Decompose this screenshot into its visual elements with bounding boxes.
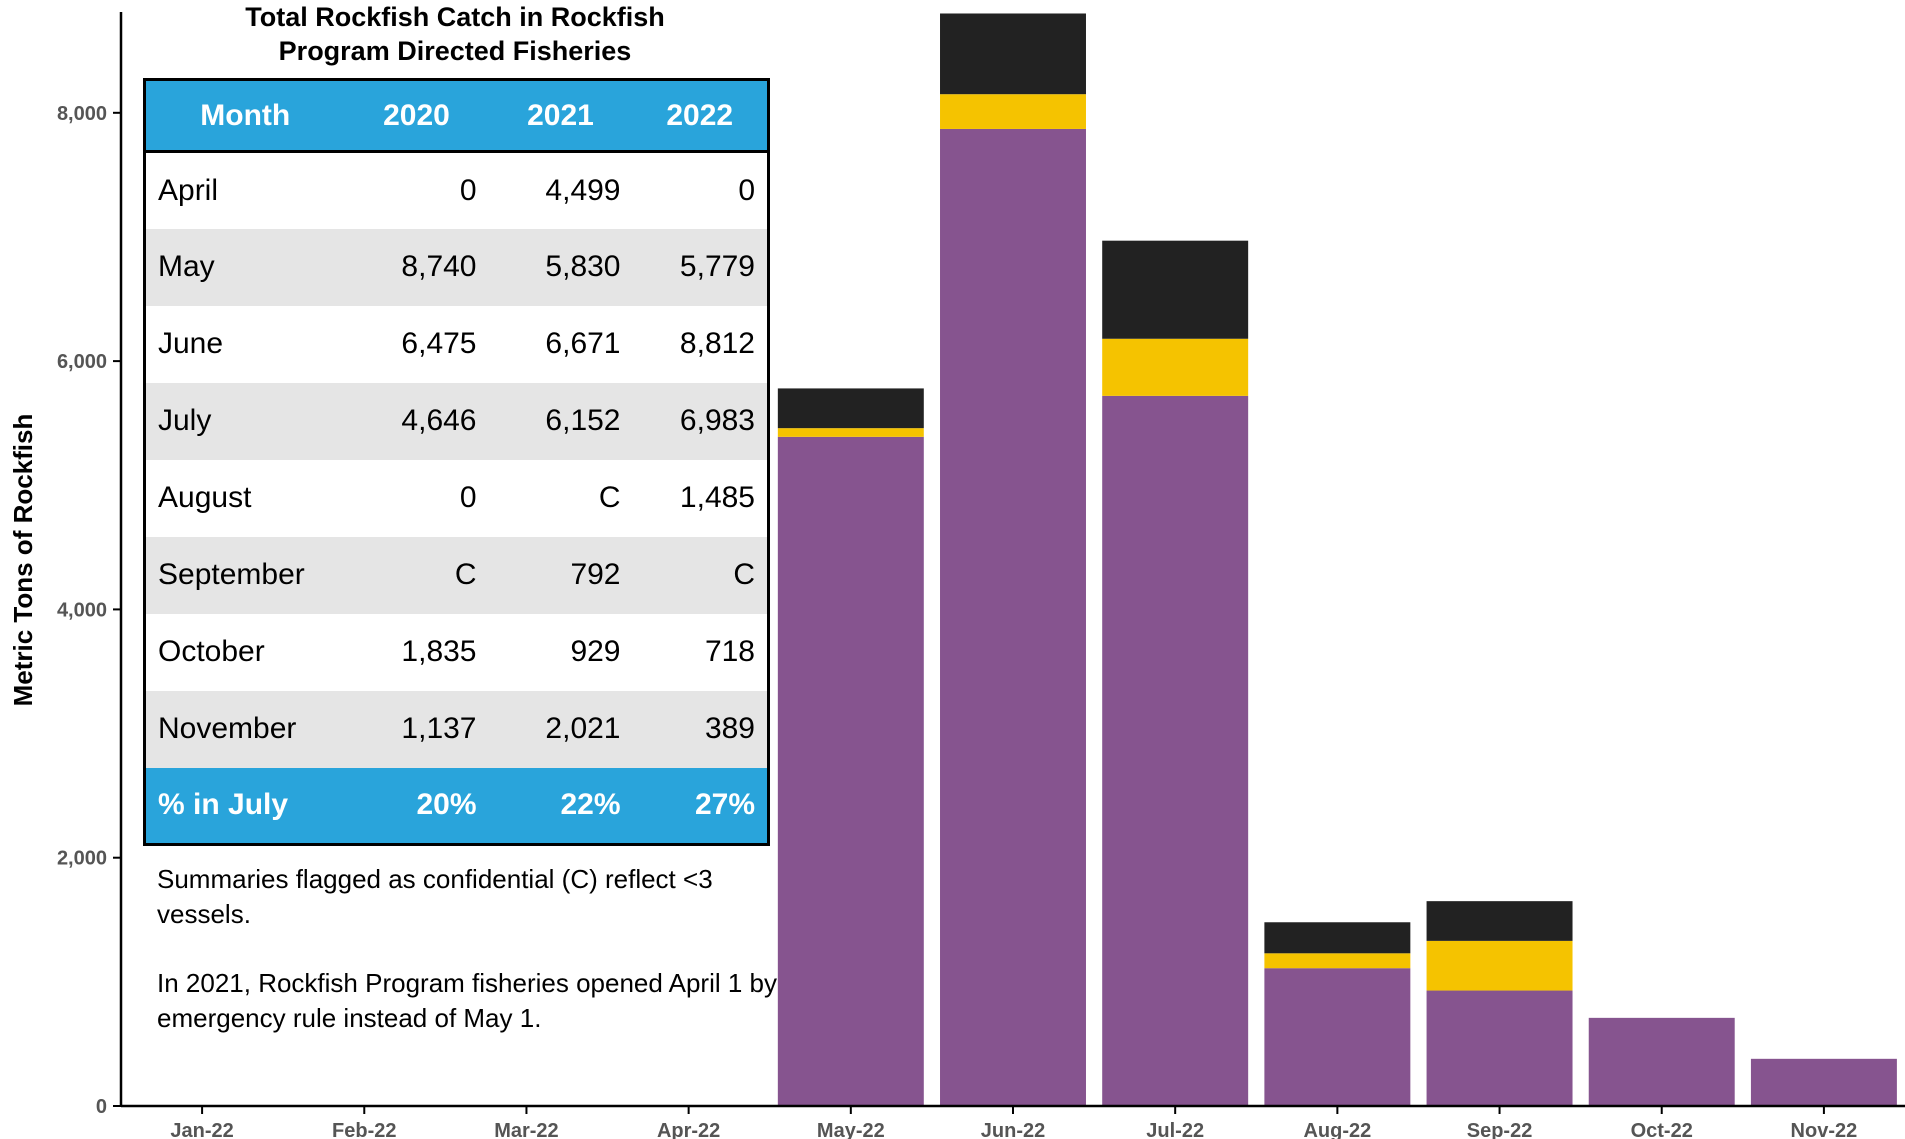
bar-segment-jun-22-2: [940, 13, 1086, 95]
x-tick-label-mar-22: Mar-22: [494, 1120, 558, 1139]
table-cell-value: 792: [570, 558, 621, 591]
table-cell-value: 6,152: [545, 404, 621, 437]
table-cell-month: November: [158, 712, 297, 745]
table-title: Total Rockfish Catch in Rockfish Program…: [145, 0, 765, 68]
table-cell-month: May: [158, 250, 215, 283]
table-row: November 1,137 2,021 389: [144, 690, 769, 768]
table-cell-month: September: [158, 558, 305, 591]
footer-2020: 20%: [416, 788, 477, 822]
table-cell-value: 8,812: [679, 327, 755, 360]
table-cell-value: 6,671: [545, 327, 621, 360]
footer-label: % in July: [158, 788, 289, 822]
confidential-note: Summaries flagged as confidential (C) re…: [157, 864, 713, 929]
table-cell-value: 6,475: [401, 327, 477, 360]
table-cell-month: April: [158, 173, 219, 207]
table-cell-value: 4,499: [545, 173, 621, 207]
table-cell-value: 0: [738, 173, 755, 207]
x-tick-label-jun-22: Jun-22: [981, 1120, 1045, 1139]
bar-segment-aug-22-2: [1264, 922, 1411, 954]
table-row: August 0 C 1,485: [144, 459, 769, 537]
table-cell-value: 718: [704, 635, 755, 668]
footer-2022: 27%: [694, 788, 755, 822]
bar-segment-nov-22-0: [1750, 1058, 1897, 1106]
table-cell-value: 4,646: [401, 404, 477, 437]
bar-segment-jul-22-1: [1102, 338, 1249, 396]
x-tick-label-jul-22: Jul-22: [1146, 1120, 1204, 1139]
y-ticks-layer: 0 2,000 4,000 6,000 8,000: [57, 103, 121, 1118]
table-cell-value: 0: [459, 173, 477, 207]
table-row: September C 792 C: [144, 536, 769, 614]
table-cell-value: 6,983: [679, 404, 755, 437]
emergency-rule-note: In 2021, Rockfish Program fisheries open…: [157, 968, 778, 1033]
table-cell-value: 389: [704, 712, 755, 745]
table-cell-value: 929: [570, 635, 621, 668]
bar-segment-sep-22-0: [1426, 990, 1573, 1106]
table-row: July 4,646 6,152 6,983: [144, 382, 769, 460]
bar-segment-jun-22-1: [940, 94, 1086, 129]
header-2022: 2022: [632, 79, 769, 153]
table-cell-value: 5,779: [679, 250, 755, 283]
bar-segment-jun-22-0: [940, 128, 1086, 1107]
y-tick-label: 8,000: [57, 103, 107, 125]
table-cell-value: 0: [459, 481, 477, 514]
header-month: Month: [144, 79, 345, 153]
y-tick-label: 4,000: [57, 599, 107, 621]
table-cell-value: C: [598, 481, 621, 514]
table-row: April 0 4,499 0: [144, 151, 769, 229]
bar-segment-may-22-1: [777, 428, 924, 437]
x-tick-label-oct-22: Oct-22: [1631, 1120, 1693, 1139]
table-row: May 8,740 5,830 5,779: [144, 228, 769, 306]
footer-2021: 22%: [560, 788, 621, 822]
table-cell-value: 1,485: [679, 481, 755, 514]
header-2020: 2020: [344, 79, 489, 153]
x-ticks-layer: Jan-22 Feb-22 Mar-22 Apr-22 May-22 Jun-22 Jul-…: [170, 1106, 1857, 1139]
catch-summary-table: Month 2020 2021 2022 April 0 4,499 0 May 8,74…: [143, 78, 770, 846]
table-title-line-2: Program Directed Fisheries: [278, 36, 632, 66]
y-axis-title: Metric Tons of Rockfish: [8, 414, 38, 707]
y-tick-label: 2,000: [57, 848, 107, 870]
bar-segment-sep-22-1: [1426, 940, 1573, 991]
x-tick-label-jan-22: Jan-22: [170, 1120, 233, 1139]
bar-segment-jul-22-0: [1102, 395, 1249, 1106]
bar-segment-aug-22-0: [1264, 968, 1411, 1106]
x-tick-label-may-22: May-22: [817, 1120, 885, 1139]
y-tick-label: 6,000: [57, 351, 107, 373]
table-header-row: Month 2020 2021 2022: [144, 79, 769, 153]
bar-segment-may-22-2: [777, 388, 924, 429]
table-cell-value: 1,137: [401, 712, 477, 745]
table-cell-month: June: [158, 327, 224, 360]
header-2021: 2021: [488, 79, 633, 153]
table-cell-month: October: [158, 635, 265, 668]
table-cell-value: 2,021: [545, 712, 621, 745]
x-tick-label-feb-22: Feb-22: [332, 1120, 396, 1139]
table-cell-value: 5,830: [545, 250, 621, 283]
bars-layer: [777, 13, 1897, 1107]
table-footer-row: % in July 20% 22% 27%: [144, 767, 769, 845]
bar-segment-may-22-0: [777, 436, 924, 1106]
x-tick-label-nov-22: Nov-22: [1791, 1120, 1858, 1139]
table-row: June 6,475 6,671 8,812: [144, 305, 769, 383]
table-row: October 1,835 929 718: [144, 613, 769, 691]
table-cell-value: 8,740: [401, 250, 477, 283]
y-tick-label: 0: [96, 1096, 107, 1118]
table-cell-value: 1,835: [401, 635, 477, 668]
bar-segment-oct-22-0: [1588, 1017, 1735, 1106]
table-cell-value: C: [454, 558, 477, 591]
bar-segment-aug-22-1: [1264, 953, 1411, 969]
table-cell-value: C: [733, 558, 755, 591]
table-body: April 0 4,499 0 May 8,740 5,830 5,779 June 6,475 6…: [144, 151, 769, 768]
table-title-line-1: Total Rockfish Catch in Rockfish: [245, 2, 665, 32]
table-cell-month: July: [158, 404, 212, 437]
table-cell-month: August: [158, 481, 252, 514]
bar-segment-jul-22-2: [1102, 240, 1249, 339]
x-tick-label-apr-22: Apr-22: [657, 1120, 720, 1139]
x-tick-label-sep-22: Sep-22: [1467, 1120, 1533, 1139]
x-tick-label-aug-22: Aug-22: [1303, 1120, 1371, 1139]
bar-segment-sep-22-2: [1426, 901, 1573, 941]
